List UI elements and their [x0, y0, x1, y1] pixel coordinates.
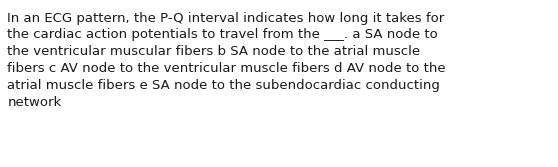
Text: In an ECG pattern, the P-Q interval indicates how long it takes for
the cardiac : In an ECG pattern, the P-Q interval indi…	[7, 12, 446, 109]
